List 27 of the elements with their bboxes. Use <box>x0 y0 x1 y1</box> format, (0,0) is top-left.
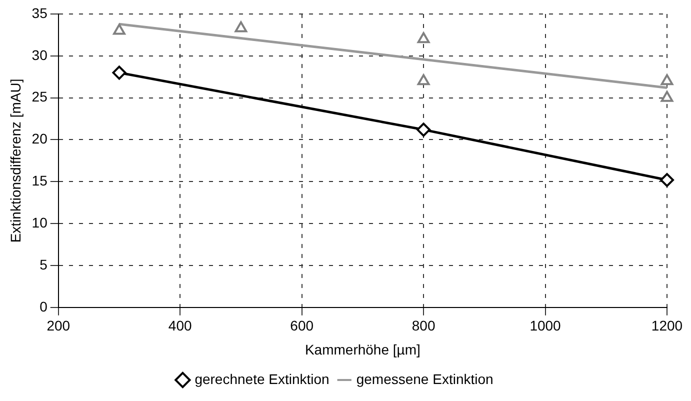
legend-label: gemessene Extinktion <box>356 370 494 387</box>
x-tick-label: 200 <box>46 318 70 334</box>
y-tick-label: 15 <box>32 172 48 189</box>
y-tick-label: 0 <box>40 298 48 314</box>
y-tick-label: 25 <box>32 88 48 105</box>
y-tick-label: 35 <box>32 4 48 21</box>
x-axis-title: Kammerhöhe [µm] <box>304 341 420 358</box>
point <box>660 172 674 187</box>
point <box>417 32 430 44</box>
x-tick-label: 800 <box>412 318 436 334</box>
point <box>417 74 430 86</box>
point <box>660 90 674 102</box>
x-tick-label: 1000 <box>530 318 562 334</box>
point <box>660 74 674 86</box>
legend-label: gerechnete Extinktion <box>194 370 330 387</box>
point <box>234 21 248 32</box>
y-tick-label: 5 <box>40 256 48 272</box>
point <box>112 66 126 80</box>
y-tick-label: 10 <box>32 214 48 230</box>
x-tick-label: 1200 <box>651 318 683 334</box>
point <box>416 122 431 137</box>
y-tick-label: 30 <box>32 46 48 63</box>
point <box>113 24 126 35</box>
y-axis-title: Extinktionsdifferenz [mAU] <box>7 78 24 243</box>
y-tick-label: 20 <box>32 130 48 147</box>
x-tick-label: 400 <box>168 318 192 334</box>
x-tick-label: 600 <box>290 318 314 334</box>
